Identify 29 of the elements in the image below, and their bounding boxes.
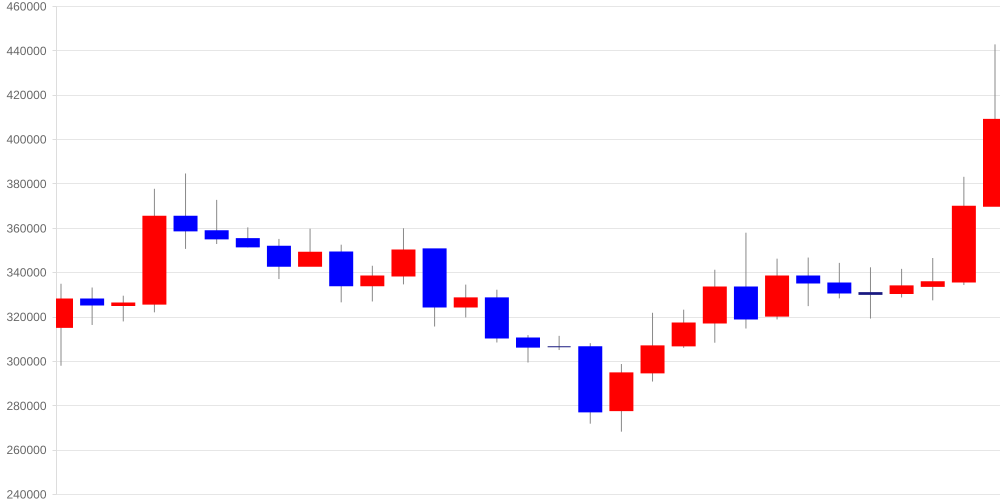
candlestick [80,286,104,326]
candlestick [890,268,914,298]
y-tick-label: 260000 [6,443,47,458]
y-tick-label: 240000 [6,488,47,500]
candlestick [454,284,478,318]
candlestick [796,257,820,307]
candlestick [547,335,572,351]
candlestick [858,266,882,320]
candlestick [920,257,945,301]
y-tick-label: 420000 [6,88,47,102]
y-tick-label: 460000 [6,0,47,14]
candlestick [266,238,291,280]
candlestick [827,262,852,299]
y-tick-label: 380000 [6,176,47,191]
candlestick [236,226,260,248]
y-tick-label: 320000 [6,310,47,324]
candlestick [298,228,322,267]
y-tick-label: 360000 [6,221,47,236]
candlestick [111,295,136,322]
candlestick [516,334,540,363]
y-tick-label: 400000 [6,132,47,147]
candlestick [360,265,384,302]
candlestick [204,199,229,245]
y-tick-label: 340000 [6,266,47,280]
y-tick-label: 440000 [6,44,47,58]
y-tick-label: 300000 [6,354,47,368]
candlestick [672,309,696,348]
candlestick [174,172,198,250]
y-tick-label: 280000 [6,398,47,413]
